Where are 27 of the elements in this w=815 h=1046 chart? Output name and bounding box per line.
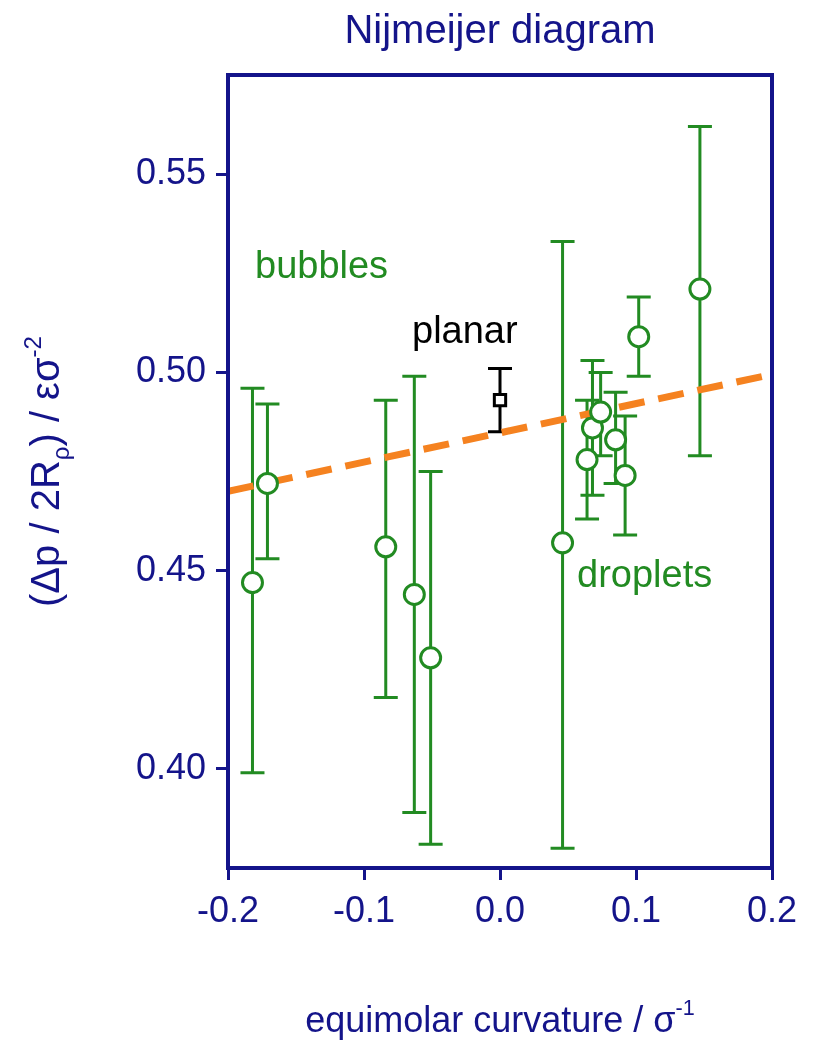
point [255, 471, 279, 495]
point [551, 531, 575, 555]
x-tick-label: 0.1 [610, 888, 662, 930]
point [575, 448, 599, 472]
y-tick-label: 0.45 [135, 547, 206, 589]
annotation: planar [412, 309, 518, 352]
x-tick-label: 0.2 [746, 888, 798, 930]
point [492, 392, 508, 408]
y-tick-label: 0.50 [135, 349, 206, 391]
annotation: bubbles [255, 244, 389, 287]
x-tick-label: -0.1 [332, 888, 396, 930]
point [419, 646, 443, 670]
y-tick-label: 0.55 [135, 151, 206, 193]
point [688, 277, 712, 301]
x-tick-label: -0.2 [196, 888, 260, 930]
point [374, 535, 398, 559]
point [604, 428, 628, 452]
point [589, 400, 613, 424]
point [627, 325, 651, 349]
chart-title: Nijmeijer diagram [344, 7, 656, 52]
point [402, 582, 426, 606]
y-axis-title: (Δp / 2Rρ) / εσ-2 [18, 336, 74, 607]
point [240, 571, 264, 595]
y-tick-label: 0.40 [135, 745, 206, 787]
annotation: droplets [577, 553, 713, 596]
x-tick-label: 0.0 [474, 888, 526, 930]
point [613, 463, 637, 487]
